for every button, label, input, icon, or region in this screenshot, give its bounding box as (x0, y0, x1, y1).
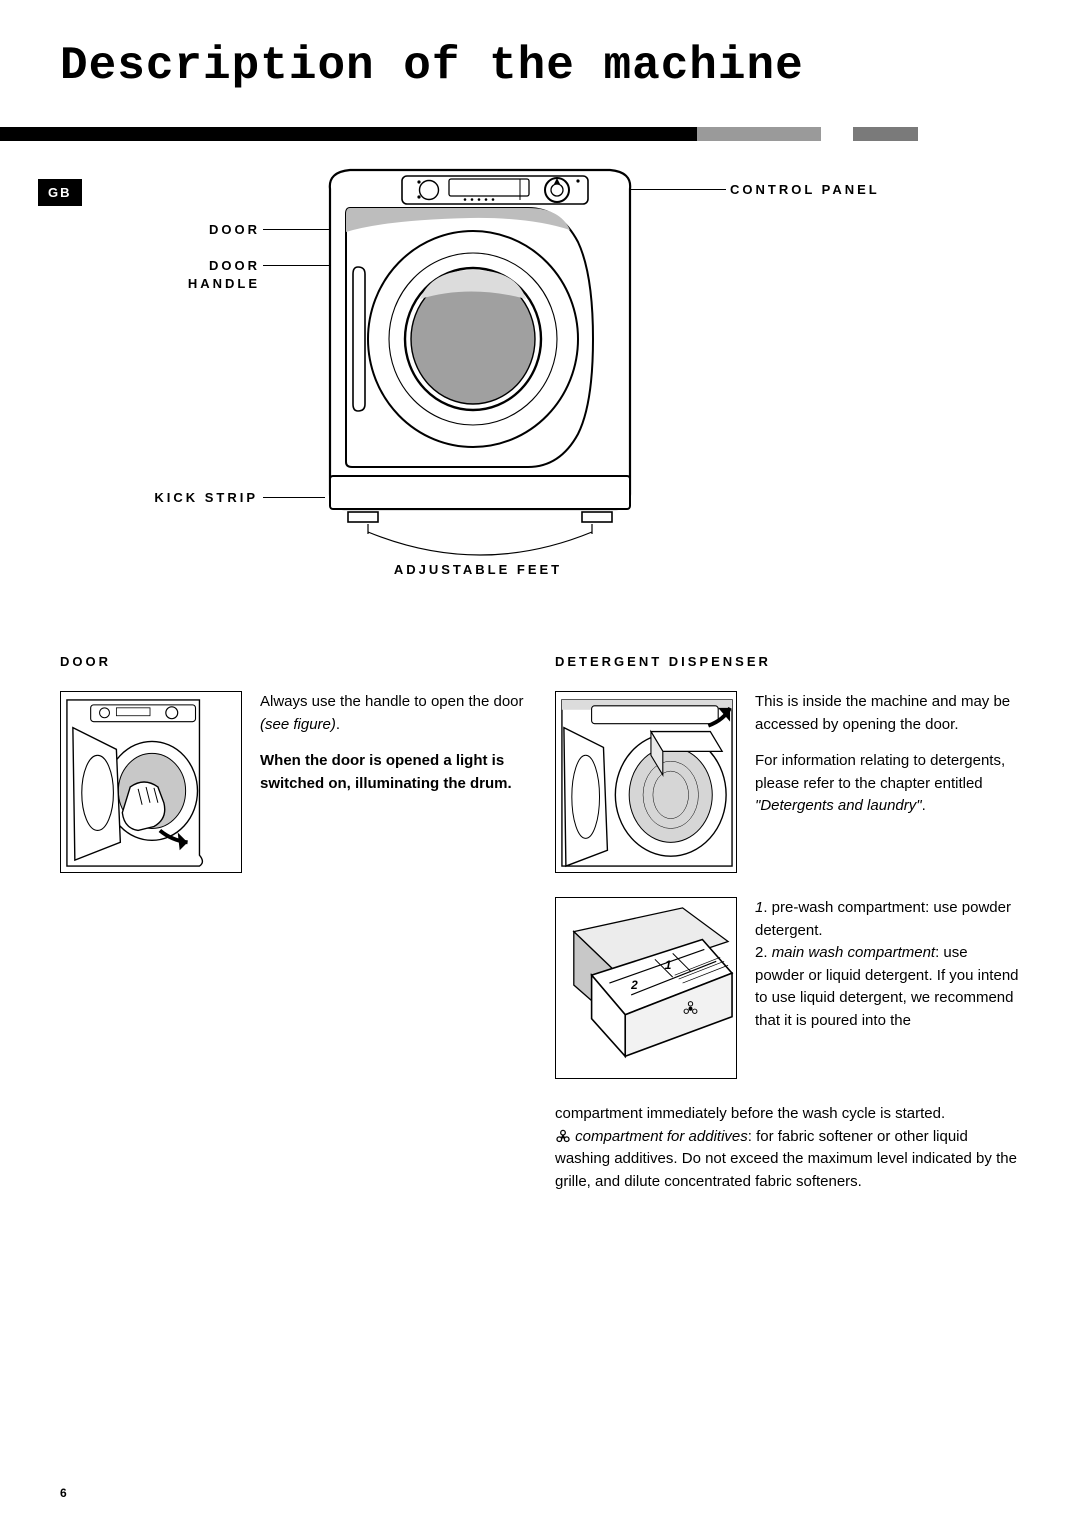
door-p1-post: . (336, 716, 340, 733)
c3-italic: compartment for additives (571, 1128, 748, 1145)
bar-gray-dark (853, 127, 918, 141)
bar-fill (918, 127, 1080, 141)
locale-tab: GB (38, 179, 82, 206)
label-door: DOOR (182, 221, 260, 239)
door-section: DOOR (60, 654, 525, 1193)
label-kick-strip: KICK STRIP (108, 489, 258, 507)
c2-italic: main wash compartment (772, 944, 935, 961)
c2-wrap: compartment immediately before the wash … (555, 1105, 945, 1122)
svg-text:1: 1 (665, 958, 672, 972)
door-open-illustration (60, 691, 242, 873)
label-door-handle: DOOR HANDLE (140, 257, 260, 293)
drawer-compartments-illustration: 1 2 (555, 897, 737, 1079)
c2-pre: 2. (755, 944, 772, 961)
washing-machine-icon (310, 164, 650, 709)
body-columns: DOOR (30, 654, 1020, 1193)
compartments-wrap: compartment immediately before the wash … (555, 1103, 1020, 1193)
machine-diagram: GB DOOR DOOR HANDLE KICK STRIP CONTROL P… (30, 179, 1020, 709)
label-control-panel: CONTROL PANEL (730, 181, 910, 199)
dispenser-section: DETERGENT DISPENSER (555, 654, 1020, 1193)
dispenser-p2-pre: For information relating to detergents, … (755, 752, 1005, 792)
compartments-text: 1. pre-wash compartment: use powder dete… (755, 897, 1020, 1079)
dispenser-text: This is inside the machine and may be ac… (755, 691, 1020, 873)
door-text: Always use the handle to open the door (… (260, 691, 525, 873)
dispenser-p2-italic: "Detergents and laundry" (755, 797, 922, 814)
color-bar (0, 127, 1080, 141)
dispenser-open-illustration (555, 691, 737, 873)
door-p2: When the door is opened a light is switc… (260, 750, 525, 795)
page-number: 6 (60, 1486, 67, 1500)
bar-black (0, 127, 697, 141)
flower-icon (555, 1129, 571, 1145)
door-p1-italic: (see figure) (260, 716, 336, 733)
bar-gray-mid (697, 127, 821, 141)
bar-gap (821, 127, 853, 141)
page-title: Description of the machine (60, 40, 1000, 92)
c1-text: . pre-wash compartment: use powder deter… (755, 899, 1011, 939)
svg-text:2: 2 (630, 978, 638, 992)
dispenser-p2-post: . (922, 797, 926, 814)
